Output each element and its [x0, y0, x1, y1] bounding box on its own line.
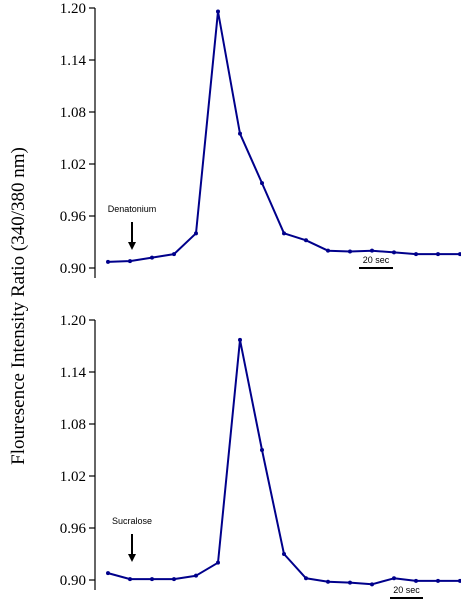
y-tick-label: 1.02 — [60, 157, 86, 173]
chart-panel-sucralose: 0.90 0.96 1.02 1.08 1.14 1.20 Sucralose 20 sec — [60, 313, 461, 599]
data-point — [172, 252, 176, 257]
data-point — [282, 231, 286, 236]
data-point — [172, 577, 176, 582]
y-tick-label: 1.14 — [60, 365, 87, 381]
y-tick-label: 1.08 — [60, 105, 86, 121]
series-line — [107, 338, 460, 586]
y-tick-label: 0.90 — [60, 573, 86, 589]
stimulus-label: Denatonium — [108, 204, 157, 214]
y-axis-label: Flouresence Intensity Ratio (340/380 nm) — [8, 147, 29, 465]
data-point — [128, 577, 132, 582]
y-tick-label: 1.08 — [60, 417, 86, 433]
data-point — [436, 578, 440, 583]
data-point — [260, 448, 264, 452]
data-point — [348, 249, 352, 254]
y-tick-label: 1.14 — [60, 53, 87, 69]
data-point — [370, 582, 374, 587]
y-tick-label: 1.20 — [60, 1, 86, 17]
data-point — [458, 252, 461, 257]
data-point — [238, 337, 242, 342]
y-tick-label: 1.20 — [60, 313, 86, 329]
y-tick-label: 0.96 — [60, 209, 87, 225]
data-point — [392, 250, 396, 255]
data-point — [150, 255, 154, 260]
data-point — [392, 576, 396, 581]
data-point — [414, 578, 418, 583]
data-point — [260, 181, 264, 186]
data-point — [194, 231, 198, 236]
data-point — [348, 580, 352, 585]
y-tick-label: 0.90 — [60, 261, 86, 277]
chart-panel-denatonium: 0.90 0.96 1.02 1.08 1.14 1.20 Denatonium 20 sec — [60, 1, 461, 278]
data-point — [414, 252, 418, 257]
data-point — [150, 577, 154, 582]
stimulus-label: Sucralose — [112, 516, 152, 526]
data-point — [326, 248, 330, 253]
data-point — [282, 552, 286, 556]
data-point — [304, 576, 308, 581]
series-line — [107, 10, 460, 263]
data-point — [106, 259, 110, 264]
y-tick-label: 0.96 — [60, 521, 87, 537]
time-scale-label: 20 sec — [363, 255, 390, 265]
data-point — [436, 252, 440, 257]
data-point — [106, 571, 110, 576]
data-point — [370, 248, 374, 253]
data-point — [216, 9, 220, 14]
data-point — [326, 579, 330, 584]
data-point — [458, 578, 461, 583]
data-point — [194, 573, 198, 578]
stimulus-arrowhead — [128, 554, 136, 562]
data-point — [238, 131, 242, 136]
time-scale-label: 20 sec — [393, 585, 420, 595]
data-point — [128, 259, 132, 264]
data-point — [216, 560, 220, 565]
data-point — [304, 238, 308, 243]
y-tick-label: 1.02 — [60, 469, 86, 485]
stimulus-arrowhead — [128, 242, 136, 250]
